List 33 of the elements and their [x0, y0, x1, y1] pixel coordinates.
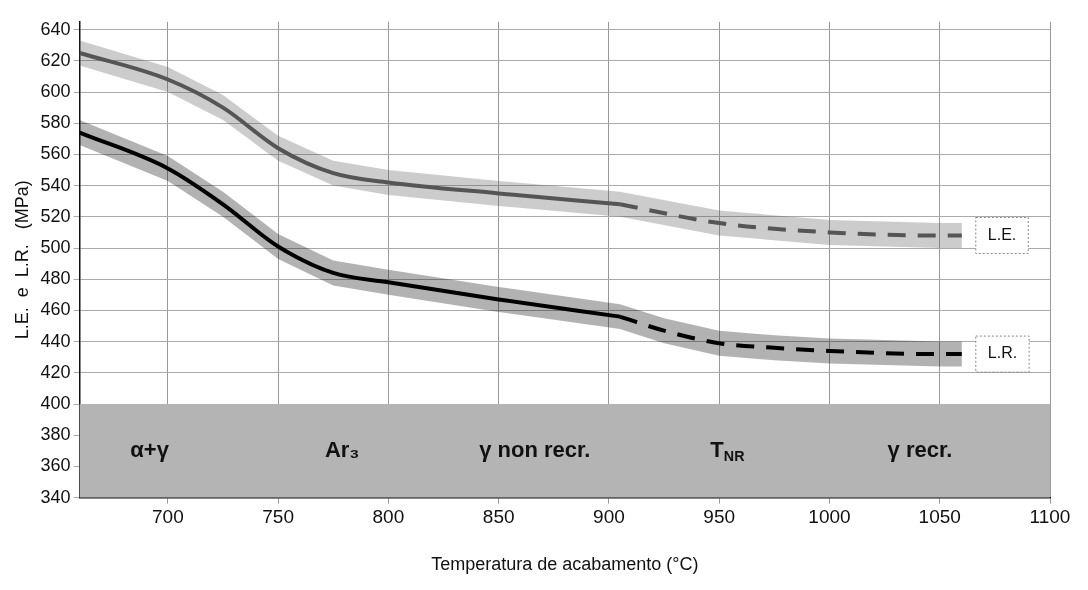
- y-tick-label: 540: [40, 174, 71, 195]
- x-tick-label: 800: [372, 506, 405, 528]
- y-tick-label: 440: [40, 330, 71, 351]
- y-tick-label: 500: [40, 236, 71, 257]
- y-tick-label: 620: [40, 49, 71, 70]
- annotation: γ non recr.: [479, 436, 591, 462]
- y-tick-label: 460: [40, 299, 71, 320]
- annotation: γ recr.: [887, 436, 953, 462]
- y-tick-label: 580: [40, 112, 71, 133]
- x-tick-label: 850: [482, 506, 515, 528]
- y-tick-label: 380: [40, 424, 71, 445]
- y-tick-label: 360: [40, 455, 71, 476]
- y-tick-label: 400: [40, 392, 71, 413]
- x-tick-label: 1050: [918, 506, 961, 528]
- x-tick-label: 1100: [1029, 506, 1071, 528]
- y-tick-label: 600: [40, 80, 71, 101]
- y-tick-label: 520: [40, 205, 71, 226]
- series-label: L.E.: [987, 225, 1017, 243]
- x-tick-label: 900: [593, 506, 625, 528]
- x-tick-label: 700: [152, 506, 184, 528]
- x-axis-title: Temperatura de acabamento (°C): [431, 554, 699, 575]
- x-tick-label: 1000: [808, 506, 851, 528]
- y-tick-label: 420: [40, 361, 71, 382]
- y-tick-label: 340: [40, 486, 71, 507]
- x-tick-label: 950: [703, 506, 736, 528]
- y-axis-title: L.E. e L.R. (MPa): [11, 180, 32, 340]
- annotation: Ar₃: [324, 436, 360, 462]
- y-tick-label: 560: [40, 143, 71, 164]
- series-label: L.R.: [987, 344, 1018, 362]
- x-tick-label: 750: [262, 506, 294, 528]
- annotation: α+γ: [130, 436, 170, 462]
- y-tick-label: 480: [40, 268, 71, 289]
- y-tick-label: 640: [40, 18, 71, 39]
